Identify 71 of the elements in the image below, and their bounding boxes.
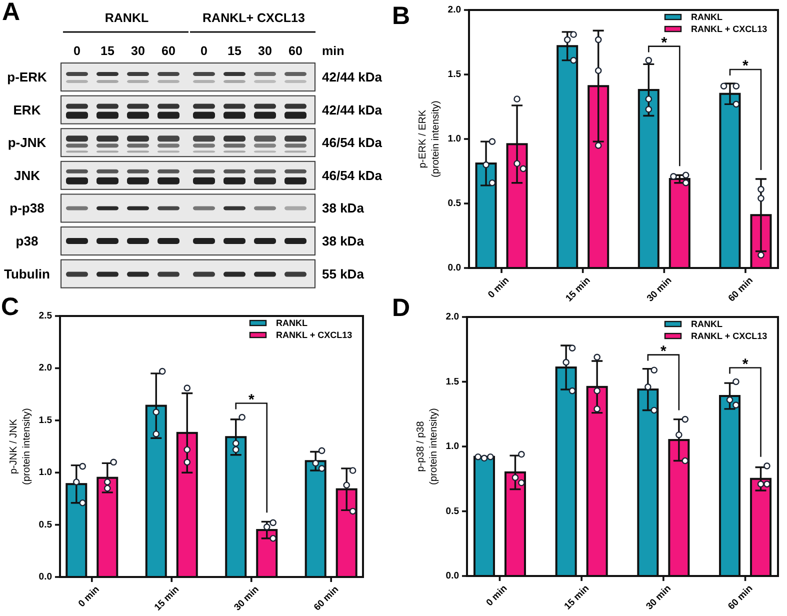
category-label: 0 [200, 44, 208, 58]
y-tick-label: 2.0 [38, 362, 52, 374]
annotation: * [661, 34, 668, 52]
annotation: * [660, 342, 666, 360]
category-label: p-p38 [10, 200, 44, 216]
x-tick-label: 0 min [486, 274, 512, 300]
y-tick-label: 2.5 [38, 310, 53, 322]
category-label: 38 kDa [322, 200, 364, 216]
x-tick-label: 60 min [312, 584, 342, 614]
category-label: JNK [14, 168, 40, 183]
legend-label: RANKL [276, 318, 308, 328]
y-tick-label: 2.0 [446, 312, 459, 322]
y-tick-label: 0.5 [448, 198, 462, 209]
legend-label: RANKL + CXCL13 [691, 331, 768, 341]
category-label: 38 kDa [322, 234, 364, 248]
x-tick-label: 15 min [562, 582, 592, 612]
x-tick-label: 30 min [644, 274, 674, 304]
x-tick-label: 0 min [76, 584, 102, 610]
legend-label: RANKL + CXCL13 [691, 24, 768, 34]
y-axis-title: p-p38 / p38 (protein intensity) [416, 408, 440, 485]
y-tick-label: 0.0 [448, 262, 461, 274]
category-label: 60 [162, 44, 176, 58]
category-label: p38 [16, 234, 38, 248]
y-tick-label: 0.5 [38, 519, 53, 530]
y-axis-title: p-JNK / JNK (protein intensity) [8, 408, 32, 485]
y-tick-label: 0.0 [38, 572, 52, 582]
legend-label: RANKL [691, 12, 723, 22]
annotation: * [742, 356, 748, 373]
text: RANKL+ CXCL13 [202, 11, 306, 25]
y-tick-label: 1.0 [446, 441, 459, 452]
annotation: * [742, 58, 749, 75]
x-tick-label: 15 min [564, 274, 593, 304]
chart-title: B [392, 2, 410, 30]
text: RANKL [104, 11, 149, 25]
text: min [322, 44, 344, 58]
category-label: 46/54 kDa [322, 135, 382, 150]
y-tick-label: 1.5 [448, 69, 462, 80]
y-tick-label: 1.5 [446, 376, 460, 388]
y-tick-label: 0.5 [446, 506, 460, 517]
x-tick-label: 30 min [232, 584, 262, 614]
y-tick-label: 1.0 [38, 467, 52, 478]
chart-title: C [1, 293, 20, 321]
annotation: * [248, 391, 254, 408]
x-tick-label: 60 min [726, 274, 756, 304]
y-tick-label: 2.0 [448, 4, 461, 16]
x-tick-label: 15 min [152, 584, 182, 614]
category-label: 46/54 kDa [322, 168, 382, 183]
category-label: 30 [258, 44, 272, 58]
category-label: p-ERK [7, 70, 47, 84]
legend-label: RANKL [691, 319, 723, 329]
category-label: 42/44 kDa [322, 102, 382, 118]
text: A [2, 0, 20, 26]
category-label: ERK [13, 102, 41, 118]
y-tick-label: 0.0 [446, 570, 459, 582]
category-label: 42/44 kDa [322, 70, 382, 84]
category-label: 60 [288, 44, 302, 58]
category-label: 30 [131, 44, 145, 58]
x-tick-label: 30 min [644, 582, 674, 612]
category-label: p-JNK [8, 135, 46, 150]
category-label: 55 kDa [322, 266, 364, 282]
y-axis-title: p-ERK / ERK (protein intensity) [418, 100, 442, 178]
chart-title: D [392, 294, 410, 322]
category-label: 15 [100, 44, 114, 58]
x-tick-label: 0 min [484, 582, 510, 608]
x-tick-label: 60 min [726, 582, 756, 612]
legend-label: RANKL + CXCL13 [276, 330, 352, 340]
category-label: 15 [228, 44, 242, 58]
category-label: 0 [74, 44, 81, 58]
y-tick-label: 1.5 [38, 414, 53, 426]
y-tick-label: 1.0 [448, 134, 461, 144]
category-label: Tubulin [4, 266, 50, 282]
